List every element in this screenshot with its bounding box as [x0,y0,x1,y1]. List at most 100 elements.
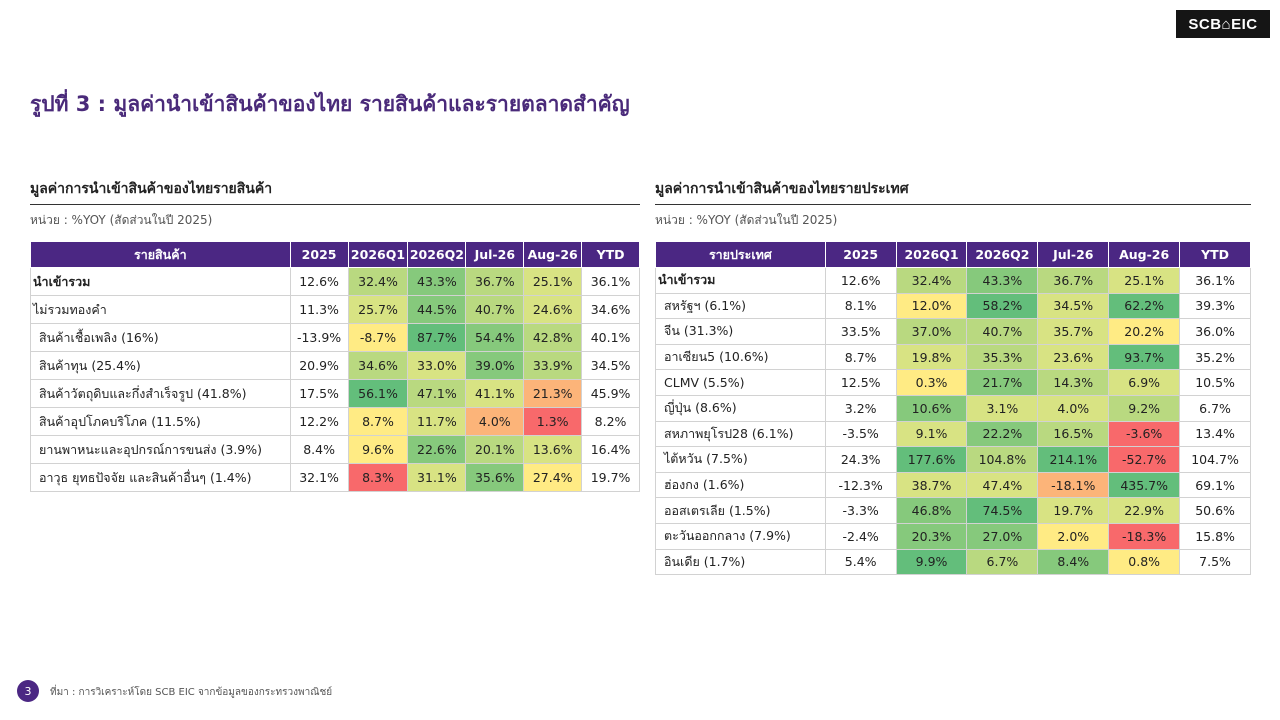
row-label: นำเข้ารวม [655,267,826,294]
value-cell: -13.9% [289,323,349,352]
products-panel: มูลค่าการนำเข้าสินค้าของไทยรายสินค้า หน่… [30,178,640,492]
table-row: สินค้าอุปโภคบริโภค (11.5%) 12.2% 8.7% 11.7%… [30,407,640,436]
column-header: รายประเทศ [655,241,826,268]
value-cell: -18.1% [1037,471,1110,499]
countries-table: รายประเทศ 2025 2026Q1 2026Q2 Jul-26 Aug-26 YTD… [655,241,1251,576]
value-cell: -3.6% [1108,420,1181,448]
value-cell: 22.9% [1108,497,1181,524]
value-cell: 23.6% [1037,343,1110,371]
value-cell: -3.3% [824,497,897,524]
value-cell: 1.3% [523,407,583,436]
table-row: สินค้าทุน (25.4%) 20.9% 34.6% 33.0% 39.0% 33.… [30,351,640,380]
value-cell: 32.4% [895,267,968,294]
value-cell: 47.4% [966,471,1039,499]
value-cell: 15.8% [1179,522,1251,550]
value-cell: 4.0% [465,407,525,436]
row-label: ฮ่องกง (1.6%) [655,471,826,499]
value-cell: 93.7% [1108,343,1181,371]
value-cell: 12.6% [289,267,349,296]
products-table-title: มูลค่าการนำเข้าสินค้าของไทยรายสินค้า [30,178,640,205]
column-header: 2026Q2 [407,241,467,268]
row-label: อาเซียน5 (10.6%) [655,343,826,371]
column-header: Jul-26 [1037,241,1110,268]
value-cell: 22.6% [407,435,467,464]
countries-table-unit: หน่วย : %YOY (สัดส่วนในปี 2025) [655,213,838,227]
row-label: สินค้าวัตถุดิบและกึ่งสำเร็จรูป (41.8%) [30,379,291,408]
column-header: 2025 [289,241,349,268]
value-cell: 74.5% [966,497,1039,524]
page-title: รูปที่ 3 : มูลค่านำเข้าสินค้าของไทย รายส… [30,92,630,116]
table-row: ไต้หวัน (7.5%) 24.3% 177.6% 104.8% 214.1% -52… [655,446,1251,473]
value-cell: 36.0% [1179,318,1251,345]
row-label: ไต้หวัน (7.5%) [655,446,826,473]
column-header: รายสินค้า [30,241,291,268]
table-header-row: รายสินค้า 2025 2026Q1 2026Q2 Jul-26 Aug-26 YTD [30,241,640,268]
source-note: ที่มา : การวิเคราะห์โดย SCB EIC จากข้อมู… [50,687,333,698]
value-cell: 33.5% [824,318,897,345]
value-cell: 44.5% [407,295,467,324]
value-cell: 13.6% [523,435,583,464]
value-cell: -2.4% [824,522,897,550]
value-cell: 0.8% [1108,548,1181,576]
row-label: อินเดีย (1.7%) [655,548,826,576]
value-cell: 31.1% [407,463,467,492]
value-cell: 8.1% [824,292,897,320]
column-header: Aug-26 [1108,241,1181,268]
row-label: นำเข้ารวม [30,267,291,296]
value-cell: 6.9% [1108,369,1181,396]
table-row: ออสเตรเลีย (1.5%) -3.3% 46.8% 74.5% 19.7% 22.… [655,497,1251,524]
value-cell: 8.7% [824,343,897,371]
row-label: ยานพาหนะและอุปกรณ์การขนส่ง (3.9%) [30,435,291,464]
value-cell: 8.4% [289,435,349,464]
value-cell: 19.8% [895,343,968,371]
row-label: สหรัฐฯ (6.1%) [655,292,826,320]
value-cell: 8.3% [347,463,409,492]
products-table: รายสินค้า 2025 2026Q1 2026Q2 Jul-26 Aug-26 YTD… [30,241,640,492]
value-cell: 9.1% [895,420,968,448]
value-cell: 40.7% [966,318,1039,345]
row-label: CLMV (5.5%) [655,369,826,396]
row-label: สินค้าเชื้อเพลิง (16%) [30,323,291,352]
value-cell: 25.1% [1108,267,1181,294]
value-cell: 12.2% [289,407,349,436]
value-cell: 8.7% [347,407,409,436]
value-cell: 35.3% [966,343,1039,371]
value-cell: 47.1% [407,379,467,408]
table-header-row: รายประเทศ 2025 2026Q1 2026Q2 Jul-26 Aug-26 YTD [655,241,1251,268]
table-row: ญี่ปุ่น (8.6%) 3.2% 10.6% 3.1% 4.0% 9.2% 6.7% [655,394,1251,422]
value-cell: 104.7% [1179,446,1251,473]
value-cell: 27.0% [966,522,1039,550]
value-cell: 20.2% [1108,318,1181,345]
column-header: 2026Q1 [347,241,409,268]
column-header: Jul-26 [465,241,525,268]
value-cell: 43.3% [966,267,1039,294]
value-cell: 43.3% [407,267,467,296]
value-cell: 2.0% [1037,522,1110,550]
value-cell: 4.0% [1037,394,1110,422]
value-cell: 20.3% [895,522,968,550]
value-cell: 42.8% [523,323,583,352]
value-cell: 11.7% [407,407,467,436]
value-cell: 8.4% [1037,548,1110,576]
value-cell: 87.7% [407,323,467,352]
column-header: 2026Q1 [895,241,968,268]
value-cell: 35.6% [465,463,525,492]
value-cell: 34.6% [581,295,640,324]
value-cell: 46.8% [895,497,968,524]
value-cell: 9.2% [1108,394,1181,422]
table-row: นำเข้ารวม 12.6% 32.4% 43.3% 36.7% 25.1% 36.1% [655,267,1251,294]
value-cell: 16.4% [581,435,640,464]
table-row: สหภาพยุโรป28 (6.1%) -3.5% 9.1% 22.2% 16.5% -3… [655,420,1251,448]
page-number: 3 [17,680,39,702]
value-cell: 22.2% [966,420,1039,448]
row-label: ญี่ปุ่น (8.6%) [655,394,826,422]
value-cell: 27.4% [523,463,583,492]
value-cell: 37.0% [895,318,968,345]
value-cell: 32.4% [347,267,409,296]
value-cell: 177.6% [895,446,968,473]
value-cell: 33.9% [523,351,583,380]
value-cell: 58.2% [966,292,1039,320]
value-cell: 16.5% [1037,420,1110,448]
value-cell: 36.1% [1179,267,1251,294]
value-cell: 36.7% [1037,267,1110,294]
